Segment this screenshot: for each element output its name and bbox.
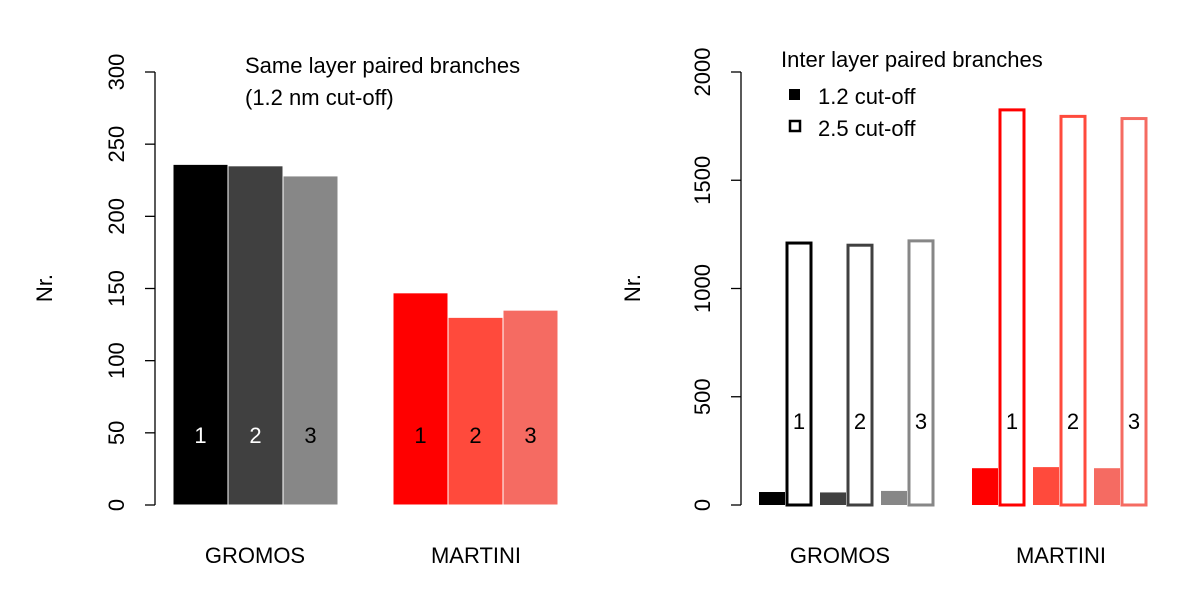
- left-bar-martini-2: [447, 316, 504, 506]
- legend-label-2-5-cut-off: 2.5 cut-off: [818, 116, 916, 141]
- left-group-label-gromos: GROMOS: [205, 543, 305, 568]
- right-y-tick-label: 0: [690, 499, 715, 511]
- right-panel: 0 500 1000 1500 2000 Nr. Inter layer paired …: [620, 47, 1148, 568]
- right-bar-2-5-gromos-2: [846, 243, 874, 507]
- left-y-tick-label: 0: [104, 499, 129, 511]
- left-bar-gromos-3: [282, 175, 339, 506]
- right-bar-label: 1: [793, 409, 805, 434]
- right-bar-2-5-martini-2: [1059, 114, 1087, 507]
- right-bar-label: 3: [915, 409, 927, 434]
- left-bar-martini-3: [502, 309, 559, 506]
- right-bar-2-5-gromos-3: [907, 239, 935, 507]
- right-bar-1-2-martini-3: [1094, 468, 1120, 505]
- right-bar-2-5-martini-3: [1120, 117, 1148, 507]
- left-chart-title-line-2: (1.2 nm cut-off): [245, 85, 394, 110]
- left-bar-gromos-1: [172, 163, 229, 506]
- right-y-tick-label: 500: [690, 378, 715, 415]
- left-chart-title-line-1: Same layer paired branches: [245, 53, 520, 78]
- right-y-axis: 0 500 1000 1500 2000: [690, 48, 742, 511]
- left-bar-label: 3: [304, 423, 316, 448]
- left-y-tick-label: 100: [104, 342, 129, 379]
- left-bar-label: 3: [524, 423, 536, 448]
- right-bar-label: 3: [1128, 409, 1140, 434]
- right-bar-label: 1: [1006, 409, 1018, 434]
- left-bar-label: 1: [414, 423, 426, 448]
- right-bar-1-2-gromos-1: [759, 492, 785, 505]
- right-group-label-gromos: GROMOS: [790, 543, 890, 568]
- right-bar-1-2-gromos-2: [820, 492, 846, 505]
- left-bar-label: 1: [194, 423, 206, 448]
- left-y-tick-label: 250: [104, 126, 129, 163]
- right-bar-2-5-gromos-1: [785, 241, 813, 507]
- legend-swatch-outline: [788, 119, 802, 133]
- left-y-axis-label: Nr.: [32, 274, 57, 302]
- left-bar-gromos-2: [227, 165, 284, 506]
- right-bars: 1 2 3 1 2 3: [759, 108, 1148, 507]
- left-y-tick-label: 200: [104, 198, 129, 235]
- left-bars: 1 2 3 1 2 3: [172, 163, 559, 506]
- right-bar-label: 2: [854, 409, 866, 434]
- legend: 1.2 cut-off 2.5 cut-off: [788, 84, 916, 141]
- left-bar-label: 2: [469, 423, 481, 448]
- legend-swatch-filled: [789, 89, 800, 100]
- left-bar-martini-1: [392, 292, 449, 506]
- right-y-tick-label: 1000: [690, 264, 715, 313]
- right-chart-title: Inter layer paired branches: [781, 47, 1043, 72]
- legend-label-1-2-cut-off: 1.2 cut-off: [818, 84, 916, 109]
- right-bar-1-2-gromos-3: [881, 490, 907, 505]
- right-bar-label: 2: [1067, 409, 1079, 434]
- right-bar-2-5-martini-1: [998, 108, 1026, 507]
- left-y-axis: 0 50 100 150 200 250 300: [104, 54, 156, 511]
- left-y-tick-label: 300: [104, 54, 129, 91]
- right-group-label-martini: MARTINI: [1016, 543, 1106, 568]
- right-y-tick-label: 2000: [690, 48, 715, 97]
- left-y-tick-label: 150: [104, 270, 129, 307]
- right-bar-1-2-martini-2: [1033, 467, 1059, 505]
- right-y-tick-label: 1500: [690, 156, 715, 205]
- left-y-tick-label: 50: [104, 421, 129, 445]
- left-panel: 0 50 100 150 200 250 300 Nr. Same layer paired…: [32, 53, 559, 568]
- left-bar-label: 2: [249, 423, 261, 448]
- right-bar-1-2-martini-1: [972, 468, 998, 505]
- right-y-axis-label: Nr.: [620, 274, 645, 302]
- left-group-label-martini: MARTINI: [431, 543, 521, 568]
